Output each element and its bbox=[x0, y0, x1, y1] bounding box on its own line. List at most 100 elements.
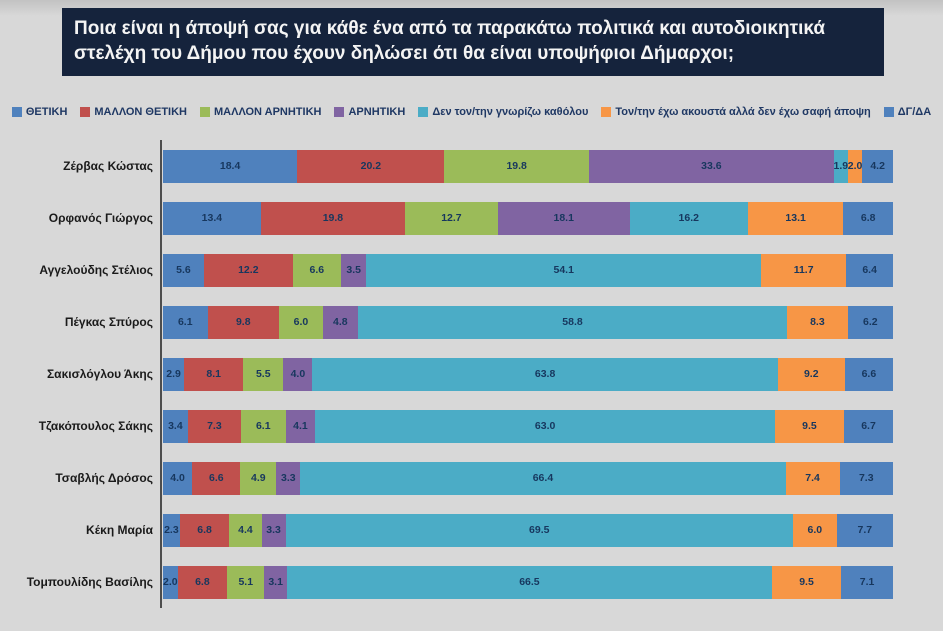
segment-value: 1.9 bbox=[833, 160, 849, 172]
bar-segment: 7.3 bbox=[187, 409, 242, 443]
category-label: Σακισλόγλου Άκης bbox=[46, 367, 153, 381]
segment-value: 4.9 bbox=[251, 472, 266, 484]
bar-segment: 18.4 bbox=[163, 149, 298, 183]
segment-value: 3.1 bbox=[268, 576, 283, 588]
bar-segment: 6.2 bbox=[847, 305, 893, 339]
segment-value: 7.7 bbox=[857, 524, 873, 536]
stacked-bar: 2.3 6.8 4.4 3.3 69.5 6.0 7.7 bbox=[163, 513, 893, 547]
bar-segment: 16.2 bbox=[629, 201, 748, 235]
category-label: Τσαβλής Δρόσος bbox=[55, 471, 153, 485]
segment-value: 4.4 bbox=[238, 524, 253, 536]
bar-segment: 6.7 bbox=[844, 409, 893, 443]
segment-value: 63.8 bbox=[534, 368, 556, 380]
segment-value: 3.3 bbox=[266, 524, 281, 536]
legend-swatch-icon bbox=[883, 107, 894, 117]
bar-segment: 13.1 bbox=[747, 201, 844, 235]
segment-value: 6.0 bbox=[807, 524, 823, 536]
segment-value: 4.0 bbox=[170, 472, 185, 484]
stacked-bar: 2.9 8.1 5.5 4.0 63.8 9.2 6.6 bbox=[163, 357, 893, 391]
chart-row: Ορφανός Γιώργος 13.4 19.8 12.7 18.1 16.2 13.1 6… bbox=[0, 192, 943, 244]
segment-value: 2.0 bbox=[162, 576, 178, 588]
bar-segment: 4.9 bbox=[240, 461, 277, 495]
bar-segment: 5.5 bbox=[243, 357, 284, 391]
segment-value: 16.2 bbox=[678, 212, 699, 224]
bar-segment: 6.0 bbox=[279, 305, 323, 339]
segment-value: 18.1 bbox=[553, 212, 574, 224]
legend-swatch-icon bbox=[601, 107, 612, 117]
segment-value: 7.3 bbox=[207, 420, 222, 432]
segment-value: 6.4 bbox=[862, 264, 877, 276]
legend: ΘΕΤΙΚΗ ΜΑΛΛΟΝ ΘΕΤΙΚΗ ΜΑΛΛΟΝ ΑΡΝΗΤΙΚΗ ΑΡΝΗΤΙ… bbox=[0, 106, 943, 118]
chart-row: Τσαβλής Δρόσος 4.0 6.6 4.9 3.3 66.4 7.4 7.3 bbox=[0, 452, 943, 504]
segment-value: 6.6 bbox=[209, 472, 224, 484]
legend-label: Δεν τον/την γνωρίζω καθόλου bbox=[432, 106, 589, 118]
chart-row: Ζέρβας Κώστας 18.4 20.2 19.8 33.6 1.9 2.0 4.2 bbox=[0, 140, 943, 192]
category-label: Πέγκας Σπύρος bbox=[64, 315, 153, 329]
segment-value: 63.0 bbox=[534, 420, 556, 432]
chart-row: Τομπουλίδης Βασίλης 2.0 6.8 5.1 3.1 66.5 9.5 7.… bbox=[0, 556, 943, 608]
segment-value: 6.0 bbox=[293, 316, 309, 328]
bar-segment: 19.8 bbox=[444, 149, 589, 183]
segment-value: 7.4 bbox=[805, 472, 820, 484]
segment-value: 6.6 bbox=[309, 264, 325, 276]
segment-value: 4.0 bbox=[290, 368, 306, 380]
bar-segment: 4.8 bbox=[322, 305, 358, 339]
bar-segment: 66.4 bbox=[300, 461, 786, 495]
segment-value: 11.7 bbox=[793, 264, 814, 276]
category-label: Κέκη Μαρία bbox=[86, 523, 153, 537]
legend-label: ΜΑΛΛΟΝ ΘΕΤΙΚΗ bbox=[94, 106, 187, 118]
bar-segment: 6.6 bbox=[192, 461, 241, 495]
bar-segment: 9.5 bbox=[771, 565, 842, 599]
chart-row: Σακισλόγλου Άκης 2.9 8.1 5.5 4.0 63.8 9.2 6.6 bbox=[0, 348, 943, 400]
segment-value: 66.4 bbox=[532, 472, 554, 484]
bar-segment: 3.3 bbox=[276, 461, 301, 495]
segment-value: 12.7 bbox=[441, 212, 462, 224]
stacked-bar: 13.4 19.8 12.7 18.1 16.2 13.1 6.8 bbox=[163, 201, 893, 235]
segment-value: 3.5 bbox=[346, 264, 361, 276]
segment-value: 4.2 bbox=[870, 160, 885, 172]
segment-value: 8.3 bbox=[810, 316, 825, 328]
bar-segment: 6.8 bbox=[843, 201, 893, 235]
segment-value: 12.2 bbox=[238, 264, 259, 276]
segment-value: 33.6 bbox=[701, 160, 722, 172]
legend-label: ΔΓ/ΔΑ bbox=[897, 106, 932, 118]
bar-segment: 6.6 bbox=[292, 253, 341, 287]
bar-segment: 66.5 bbox=[286, 565, 772, 599]
legend-swatch-icon bbox=[418, 107, 429, 117]
legend-item: ΘΕΤΙΚΗ bbox=[11, 106, 67, 118]
segment-value: 9.8 bbox=[235, 316, 251, 328]
legend-swatch-icon bbox=[200, 107, 210, 117]
category-label: Ζέρβας Κώστας bbox=[63, 159, 153, 173]
bar-segment: 4.0 bbox=[283, 357, 313, 391]
stacked-bar-chart: Ζέρβας Κώστας 18.4 20.2 19.8 33.6 1.9 2.0 4.2 Ορ… bbox=[0, 140, 943, 608]
segment-value: 5.5 bbox=[255, 368, 271, 380]
legend-swatch-icon bbox=[11, 107, 22, 117]
bar-segment: 4.4 bbox=[229, 513, 262, 547]
bar-segment: 7.4 bbox=[785, 461, 840, 495]
bar-segment: 8.1 bbox=[184, 357, 244, 391]
legend-label: ΜΑΛΛΟΝ ΑΡΝΗΤΙΚΗ bbox=[214, 106, 322, 118]
stacked-bar: 3.4 7.3 6.1 4.1 63.0 9.5 6.7 bbox=[163, 409, 893, 443]
legend-item: ΜΑΛΛΟΝ ΘΕΤΙΚΗ bbox=[80, 106, 187, 118]
category-label: Ορφανός Γιώργος bbox=[48, 211, 153, 225]
segment-value: 19.8 bbox=[322, 212, 344, 224]
segment-value: 7.3 bbox=[858, 472, 874, 484]
segment-value: 9.5 bbox=[802, 420, 817, 432]
segment-value: 6.1 bbox=[177, 316, 193, 328]
bar-segment: 6.0 bbox=[792, 513, 837, 547]
segment-value: 66.5 bbox=[519, 576, 540, 588]
segment-value: 3.4 bbox=[168, 420, 183, 432]
segment-value: 4.1 bbox=[293, 420, 308, 432]
bar-segment: 4.1 bbox=[285, 409, 316, 443]
bar-segment: 63.8 bbox=[312, 357, 778, 391]
bar-segment: 12.7 bbox=[405, 201, 498, 235]
bar-segment: 4.2 bbox=[862, 149, 893, 183]
segment-value: 6.8 bbox=[195, 576, 210, 588]
bar-segment: 3.5 bbox=[340, 253, 367, 287]
legend-item: ΑΡΝΗΤΙΚΗ bbox=[334, 106, 405, 118]
segment-value: 2.0 bbox=[847, 160, 863, 172]
chart-row: Αγγελούδης Στέλιος 5.6 12.2 6.6 3.5 54.1 11.7 6… bbox=[0, 244, 943, 296]
bar-segment: 5.1 bbox=[227, 565, 265, 599]
bar-segment: 6.6 bbox=[844, 357, 893, 391]
segment-value: 6.7 bbox=[861, 420, 876, 432]
